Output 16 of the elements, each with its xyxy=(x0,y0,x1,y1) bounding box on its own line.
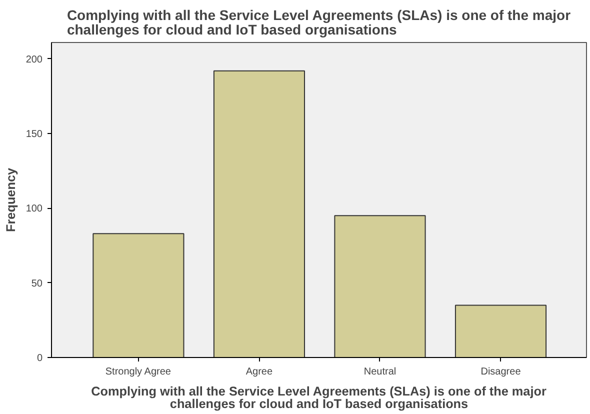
bar xyxy=(334,215,426,358)
x-tick-label: Neutral xyxy=(364,366,396,378)
y-tick-label: 0 xyxy=(36,353,43,364)
bar xyxy=(213,70,306,358)
y-tick-label: 100 xyxy=(26,204,43,215)
x-tick-label: Agree xyxy=(246,366,273,378)
x-tick-label: Strongly Agree xyxy=(105,366,172,378)
y-tick-label: 50 xyxy=(31,278,43,290)
bar xyxy=(454,304,547,358)
chart-title: Complying with all the Service Level Agreements (SLAs) is one of the major challenges for cloud and IoT based organisations xyxy=(66,7,572,38)
y-axis-title: Frequency xyxy=(4,168,18,232)
x-tick-label: Disagree xyxy=(480,366,522,378)
y-tick-label: 150 xyxy=(26,129,43,140)
x-axis-title: Complying with all the Service Level Agreements (SLAs) is one of the major challenges for cloud and IoT based organisations xyxy=(91,384,546,412)
bar xyxy=(92,233,184,358)
y-tick-label: 200 xyxy=(26,54,43,66)
